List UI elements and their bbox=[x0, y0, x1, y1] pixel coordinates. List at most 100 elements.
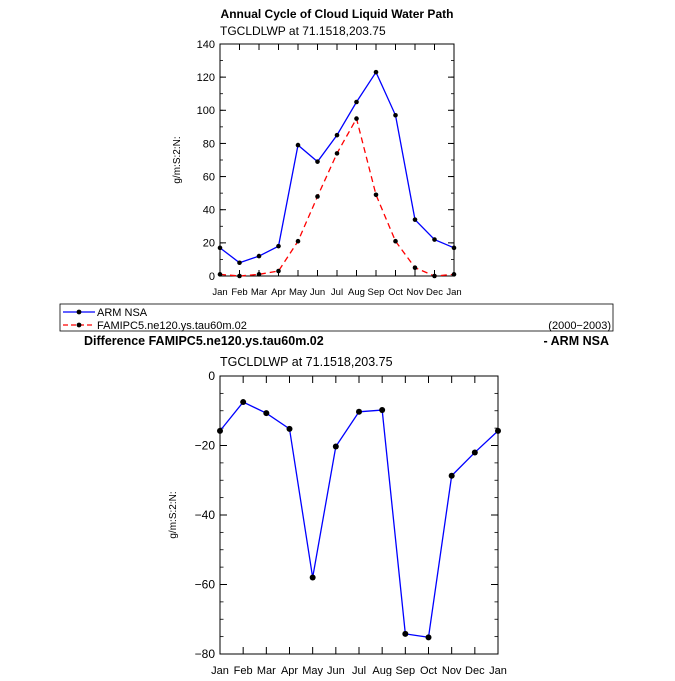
data-point bbox=[393, 238, 398, 244]
data-point bbox=[240, 399, 247, 406]
data-point bbox=[356, 408, 362, 415]
x-tick-label: Jun bbox=[310, 287, 325, 298]
y-tick-label: −80 bbox=[195, 647, 216, 661]
data-point bbox=[402, 630, 409, 637]
y-tick-label: 40 bbox=[203, 205, 215, 217]
x-tick-label: May bbox=[289, 287, 307, 298]
bottom-y-axis-label: g/m:S:2:N: bbox=[168, 491, 179, 538]
data-point bbox=[256, 253, 262, 259]
data-point bbox=[276, 268, 281, 274]
y-tick-label: 120 bbox=[197, 72, 215, 84]
data-point bbox=[295, 142, 301, 148]
data-point bbox=[471, 449, 478, 456]
data-point bbox=[425, 634, 432, 641]
y-tick-label: 0 bbox=[208, 369, 215, 383]
data-point bbox=[315, 159, 320, 164]
data-point bbox=[379, 407, 386, 414]
x-tick-label: Oct bbox=[388, 287, 403, 298]
data-point bbox=[332, 443, 339, 450]
x-tick-label: Aug bbox=[372, 665, 392, 676]
legend-entry-obs: ARM NSA bbox=[63, 307, 148, 319]
data-point bbox=[354, 99, 359, 105]
data-point bbox=[334, 132, 340, 138]
x-tick-label: Sep bbox=[368, 287, 385, 298]
legend-marker-obs bbox=[76, 309, 82, 315]
chart-title: Annual Cycle of Cloud Liquid Water Path bbox=[221, 7, 454, 21]
x-tick-label: Jan bbox=[489, 665, 507, 676]
x-tick-label: Mar bbox=[251, 287, 267, 298]
x-tick-label: May bbox=[302, 665, 323, 676]
data-point bbox=[237, 260, 242, 266]
series-line bbox=[219, 70, 455, 264]
data-point bbox=[295, 238, 301, 244]
y-tick-label: 80 bbox=[203, 138, 215, 150]
legend-entry-model: FAMIPC5.ne120.ys.tau60m.02 bbox=[63, 320, 247, 332]
y-tick-label: 100 bbox=[197, 105, 215, 117]
x-tick-label: Feb bbox=[234, 665, 253, 676]
data-point bbox=[315, 194, 320, 199]
data-point bbox=[276, 243, 281, 249]
diff-title-left: Difference FAMIPC5.ne120.ys.tau60m.02 bbox=[84, 334, 324, 348]
data-point bbox=[412, 265, 418, 271]
x-tick-label: Aug bbox=[348, 287, 365, 298]
x-tick-label: Jul bbox=[352, 665, 366, 676]
data-point bbox=[354, 116, 359, 121]
data-point bbox=[217, 427, 223, 434]
x-tick-label: Jan bbox=[212, 287, 227, 298]
data-point bbox=[373, 69, 379, 75]
y-tick-label: −60 bbox=[195, 578, 216, 592]
data-point bbox=[495, 427, 501, 434]
y-tick-label: 20 bbox=[203, 238, 215, 250]
top-y-axis-label: g/m:S:2:N: bbox=[172, 136, 183, 183]
data-point bbox=[256, 272, 262, 277]
x-tick-label: Nov bbox=[442, 665, 462, 676]
x-tick-label: Jul bbox=[331, 287, 343, 298]
data-point bbox=[412, 217, 418, 222]
x-tick-label: Jan bbox=[446, 287, 461, 298]
x-tick-label: Oct bbox=[420, 665, 437, 676]
y-tick-label: −40 bbox=[195, 508, 216, 522]
x-tick-label: Apr bbox=[271, 287, 286, 298]
series-line bbox=[219, 116, 455, 277]
data-point bbox=[432, 237, 437, 242]
data-point bbox=[263, 410, 270, 417]
legend-label-model: FAMIPC5.ne120.ys.tau60m.02 bbox=[97, 320, 247, 332]
data-point bbox=[373, 192, 379, 198]
data-point bbox=[286, 425, 293, 432]
data-point bbox=[309, 574, 316, 581]
x-tick-label: Dec bbox=[426, 287, 443, 298]
bottom-x-axis: Jan Feb Mar Apr May Jun Jul Aug Sep Oct Nov Dec Jan bbox=[211, 376, 507, 677]
series-line bbox=[219, 401, 499, 639]
data-point bbox=[451, 245, 457, 251]
x-tick-label: Jan bbox=[211, 665, 229, 676]
data-point bbox=[217, 245, 223, 251]
x-tick-label: Mar bbox=[257, 665, 276, 676]
legend-box bbox=[59, 303, 614, 332]
top-plot-frame bbox=[219, 43, 455, 277]
data-point bbox=[448, 472, 455, 479]
x-tick-label: Sep bbox=[396, 665, 416, 676]
x-tick-label: Nov bbox=[407, 287, 424, 298]
x-tick-label: Feb bbox=[231, 287, 247, 298]
top-y-axis: 0 20 40 60 80 100 120 140 bbox=[197, 39, 454, 283]
bottom-y-axis: 0 −20 −40 −60 −80 bbox=[195, 369, 498, 661]
legend-marker-model bbox=[76, 322, 82, 328]
data-point bbox=[432, 273, 437, 279]
x-tick-label: Apr bbox=[281, 665, 298, 676]
data-point bbox=[217, 272, 223, 277]
data-point bbox=[334, 151, 340, 156]
data-point bbox=[393, 112, 398, 118]
data-point bbox=[451, 272, 457, 277]
data-point bbox=[237, 273, 242, 279]
y-tick-label: 0 bbox=[209, 271, 215, 283]
diff-title-right: - ARM NSA bbox=[543, 334, 609, 348]
y-tick-label: 60 bbox=[203, 171, 215, 183]
bottom-plot-frame bbox=[219, 375, 499, 655]
top-series-group bbox=[217, 69, 457, 279]
legend-label-obs: ARM NSA bbox=[97, 307, 148, 319]
y-tick-label: −20 bbox=[195, 439, 216, 453]
x-tick-label: Dec bbox=[465, 665, 485, 676]
legend-period: (2000−2003) bbox=[548, 320, 611, 332]
